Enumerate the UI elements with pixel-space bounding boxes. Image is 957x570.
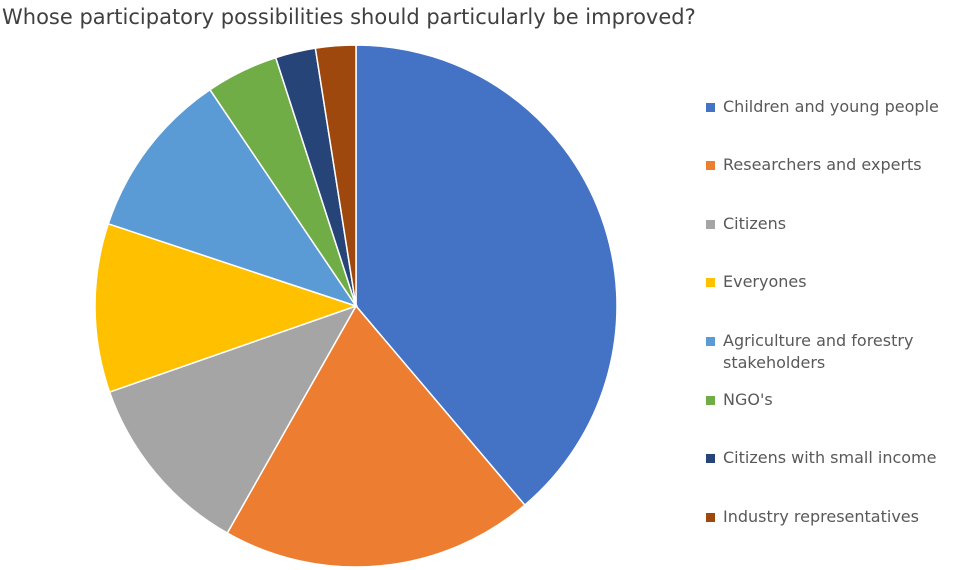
legend-item: Citizens with small income xyxy=(706,447,956,469)
legend-swatch xyxy=(706,220,715,229)
pie-slice-4 xyxy=(107,88,358,308)
legend-item: NGO's xyxy=(706,389,956,411)
legend-item: Everyones xyxy=(706,271,956,293)
legend-item: Children and young people xyxy=(706,96,956,118)
pie-slice-1 xyxy=(226,304,526,568)
legend-swatch xyxy=(706,454,715,463)
legend-label: Agriculture and forestry stakeholders xyxy=(723,331,914,372)
legend-swatch xyxy=(706,513,715,522)
legend-item: Industry representatives xyxy=(706,506,956,528)
legend-swatch xyxy=(706,103,715,112)
chart-title: Whose participatory possibilities should… xyxy=(2,5,696,29)
pie-slice-3 xyxy=(94,222,359,394)
pie-slice-7 xyxy=(314,44,357,307)
legend-label: Children and young people xyxy=(723,97,939,116)
legend-item: Agriculture and forestry stakeholders xyxy=(706,330,956,374)
legend-label: NGO's xyxy=(723,390,773,409)
pie-slice-0 xyxy=(355,44,618,507)
legend-swatch xyxy=(706,396,715,405)
legend-swatch xyxy=(706,337,715,346)
legend-label: Industry representatives xyxy=(723,507,919,526)
legend-label: Researchers and experts xyxy=(723,155,922,174)
legend-label: Citizens xyxy=(723,214,787,233)
legend-swatch xyxy=(706,278,715,287)
pie-slice-2 xyxy=(108,304,358,535)
legend-item: Citizens xyxy=(706,213,956,235)
legend-label: Everyones xyxy=(723,272,807,291)
legend-label: Citizens with small income xyxy=(723,448,937,467)
legend-swatch xyxy=(706,161,715,170)
legend-item: Researchers and experts xyxy=(706,154,956,176)
